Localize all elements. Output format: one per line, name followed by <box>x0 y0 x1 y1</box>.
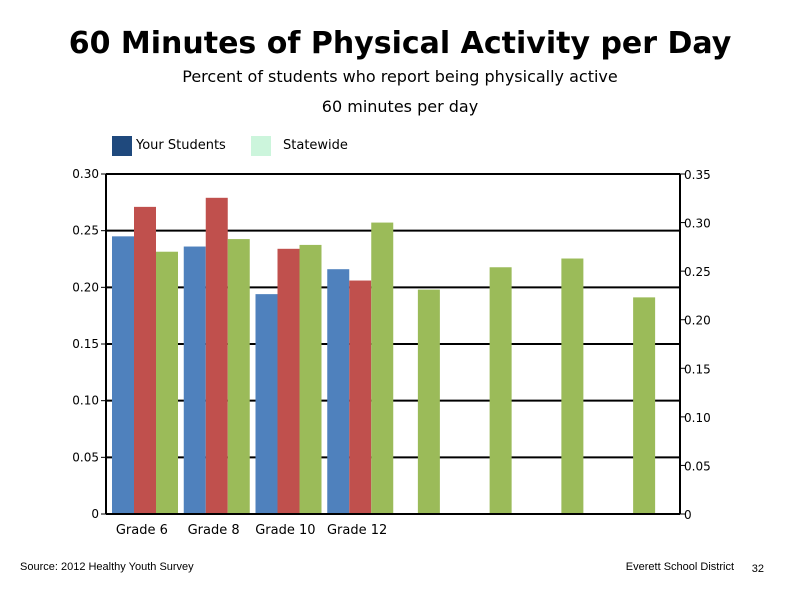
y2-tick-label: 0.35 <box>684 168 711 182</box>
bar <box>277 248 300 515</box>
bar <box>134 206 156 514</box>
source-note: Source: 2012 Healthy Youth Survey <box>20 561 194 573</box>
x-tick-label: Grade 10 <box>255 523 315 538</box>
y2-tick-label: 0 <box>684 508 692 522</box>
bar <box>489 267 512 514</box>
bar <box>633 297 656 514</box>
legend-label-statewide: Statewide <box>283 138 348 153</box>
bar <box>112 236 134 515</box>
bar <box>561 258 584 514</box>
y2-tick-label: 0.15 <box>684 362 711 376</box>
chart-subtitle-line2: 60 minutes per day <box>321 97 479 116</box>
y-tick-label: 0 <box>91 507 99 521</box>
y-tick-label: 0.30 <box>72 167 99 181</box>
bar <box>349 280 372 514</box>
bar <box>227 239 250 515</box>
x-tick-label: Grade 8 <box>188 523 240 538</box>
legend-swatch-statewide <box>251 136 271 156</box>
chart-title: 60 Minutes of Physical Activity per Day <box>68 26 732 61</box>
y2-tick-label: 0.10 <box>684 411 711 425</box>
district-name: Everett School District <box>625 561 734 573</box>
y2-tick-label: 0.20 <box>684 314 711 328</box>
chart-subtitle-line1: Percent of students who report being phy… <box>182 67 618 86</box>
y-tick-label: 0.10 <box>72 394 99 408</box>
y2-tick-label: 0.30 <box>684 217 711 231</box>
y-tick-label: 0.25 <box>72 224 99 238</box>
y2-tick-label: 0.25 <box>684 265 711 279</box>
legend-label-your-students: Your Students <box>136 138 226 153</box>
bar <box>299 244 322 514</box>
bar <box>255 294 278 514</box>
bar <box>183 246 206 515</box>
y-tick-label: 0.20 <box>72 280 99 294</box>
x-tick-label: Grade 6 <box>116 523 168 538</box>
x-tick-label: Grade 12 <box>327 523 387 538</box>
y-tick-label: 0.05 <box>72 450 99 464</box>
bar <box>371 222 394 515</box>
bar <box>156 251 178 514</box>
legend-swatch-your-students <box>112 136 132 156</box>
page-number: 32 <box>751 563 764 575</box>
bar <box>417 289 440 514</box>
bar <box>327 269 350 514</box>
bar <box>205 197 228 515</box>
y-tick-label: 0.15 <box>72 337 99 351</box>
y2-tick-label: 0.05 <box>684 459 711 473</box>
